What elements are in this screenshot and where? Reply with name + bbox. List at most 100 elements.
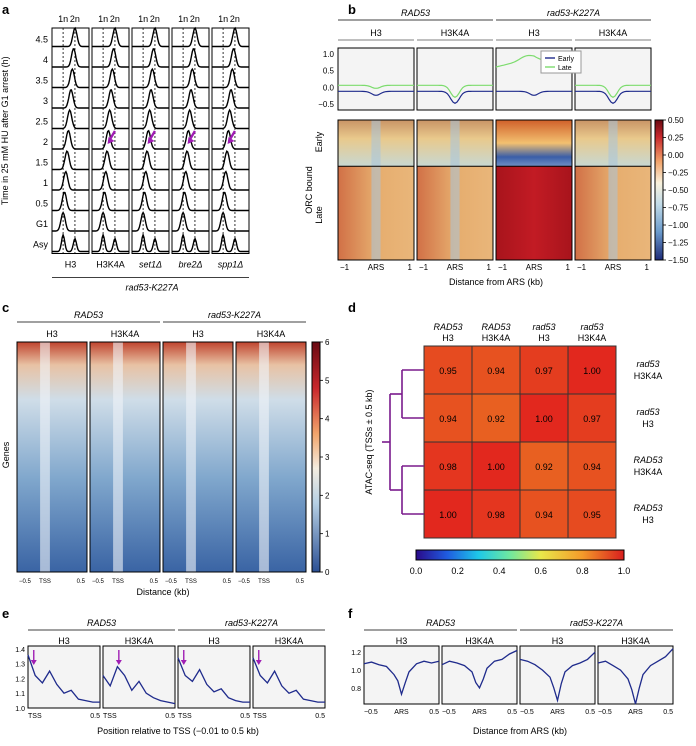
panel-a-ylabel: Time in 25 mM HU after G1 arrest (h): [0, 56, 10, 205]
panel-d-colorbar: [415, 549, 625, 561]
panel-f-ytick: 1.2: [351, 650, 361, 657]
panel-d-colorbar-label: 0.4: [493, 566, 506, 576]
panel-a-1n-label: 1n: [138, 14, 148, 24]
panel-a-histogram-set1Δ-4.5: [132, 26, 169, 48]
panel-f-xtick: −0.5: [442, 709, 456, 716]
panel-c-colorbar-label: 1: [325, 530, 330, 539]
panel-a-histogram-set1Δ-3.5: [132, 67, 169, 89]
panel-b-profile-frame: [337, 47, 415, 111]
panel-a-histogram-spp1Δ-1: [212, 170, 249, 191]
panel-b-colorbar-label: −1.25: [668, 239, 689, 248]
panel-a-histogram-bre2Δ-2.5: [172, 108, 209, 130]
panel-a-histogram-set1Δ-3: [132, 89, 169, 109]
panel-b-heatmap-frame: [495, 119, 573, 261]
panel-a-histogram-spp1Δ-0.5: [212, 191, 249, 212]
panel-f-trace: [519, 651, 596, 703]
panel-e-xlabel: Position relative to TSS (−0.01 to 0.5 k…: [97, 726, 259, 736]
panel-c-tss-band: [113, 342, 123, 572]
panel-b-group-label: RAD53: [401, 8, 430, 18]
panel-c-xtick: −0.5: [238, 579, 251, 585]
panel-b-heatmap-frame: [574, 119, 652, 261]
panel-b-colorbar-label: −1.00: [668, 221, 689, 230]
panel-c-column-label: H3K4A: [257, 329, 286, 339]
panel-b-ytick: −0.5: [318, 100, 334, 109]
panel-d-row-label-top: rad53: [636, 407, 659, 417]
panel-d-colorbar-label: 0.6: [535, 566, 548, 576]
panel-a-column-label: H3K4A: [96, 260, 125, 270]
panel-d-cell: [423, 489, 473, 539]
panel-c-xtick: −0.5: [165, 579, 178, 585]
panel-a-histogram-H3-Asy: [52, 232, 89, 253]
panel-a-arrowhead: [147, 137, 155, 144]
panel-a-histogram-H3-0.5: [52, 191, 89, 212]
panel-f-xtick: −0.5: [598, 709, 612, 716]
panel-a-histogram-H3-4.5: [52, 26, 89, 48]
panel-f-plot-frame: [519, 645, 596, 705]
panel-a-row-label: 4.5: [35, 35, 48, 45]
panel-f-group-label: rad53-K227A: [570, 618, 623, 628]
panel-b-heatmap-ars-band: [450, 120, 460, 260]
panel-c-colorbar-label: 2: [325, 491, 330, 500]
panel-b-group-label: rad53-K227A: [547, 8, 600, 18]
panel-d-cell-label: 0.95: [583, 510, 601, 520]
panel-d-cell: [519, 393, 569, 443]
panel-c-xtick: 0.5: [223, 579, 232, 585]
panel-a-histogram-spp1Δ-1.5: [212, 149, 249, 171]
panel-c-colorbar-label: 0: [325, 568, 330, 577]
panel-c-heatmap-frame: [162, 341, 234, 573]
panel-d-row-label-bottom: H3K4A: [634, 467, 663, 477]
panel-b-xtick: −1: [498, 263, 508, 272]
panel-a-histogram-H3-4: [52, 47, 89, 68]
panel-d-cell: [471, 393, 521, 443]
panel-c-colorbar-label: 6: [325, 338, 330, 347]
panel-d-cell: [519, 345, 569, 395]
panel-c-heatmap: [236, 342, 306, 572]
panel-b-colorbar-label: −0.50: [668, 186, 689, 195]
panel-a-row-label: 2: [43, 137, 48, 147]
panel-a-histogram-spp1Δ-3.5: [212, 67, 249, 89]
panel-f-trace: [597, 648, 674, 705]
panel-a-histogram-bre2Δ-1: [172, 170, 209, 191]
panel-b-colorbar: [654, 119, 664, 261]
panel-b-xlabel: Distance from ARS (kb): [449, 277, 543, 287]
panel-d-row-label-bottom: H3: [642, 515, 654, 525]
panel-d-col-label-top: RAD53: [481, 322, 510, 332]
panel-d-cell: [567, 441, 617, 491]
panel-a-histogram-spp1Δ-G1: [212, 211, 249, 232]
panel-a-histogram-H3K4A-2.5: [92, 108, 129, 130]
panel-d-row-label-top: RAD53: [633, 503, 662, 513]
panel-b-early-trace: [575, 90, 651, 104]
panel-b-colorbar-label: 0.00: [668, 151, 684, 160]
panel-c-heatmap-frame: [16, 341, 88, 573]
panel-d-cell-label: 0.94: [583, 462, 601, 472]
panel-f-xtick: 0.5: [429, 709, 439, 716]
panel-label-c: c: [2, 300, 9, 315]
panel-a-histogram-H3K4A-1: [92, 170, 129, 191]
panel-a-histogram-H3K4A-4: [92, 47, 129, 68]
panel-d-cell-label: 0.97: [535, 366, 553, 376]
panel-e-arrowhead: [255, 660, 262, 665]
panel-e-xtick: 0.5: [315, 713, 325, 720]
panel-d-cell-label: 1.00: [535, 414, 553, 424]
panel-c-colorbar-label: 3: [325, 453, 330, 462]
panel-b-heatmap-late: [496, 166, 572, 260]
panel-b-heatmap-ars-band: [608, 120, 618, 260]
panel-c-colorbar-label: 4: [325, 415, 330, 424]
panel-d-ylabel: ATAC-seq (TSSs ± 0.5 kb): [364, 389, 374, 494]
panel-f-xtick: 0.5: [507, 709, 517, 716]
panel-b-legend-late: Late: [558, 65, 572, 72]
panel-d-cell: [567, 393, 617, 443]
panel-d-colorbar-label: 0.8: [576, 566, 589, 576]
panel-e-column-label: H3: [208, 636, 220, 646]
panel-b-xtick: ARS: [605, 263, 621, 272]
panel-d-colorbar-label: 1.0: [618, 566, 631, 576]
panel-b-xtick: 1: [408, 263, 413, 272]
panel-d-col-label-top: RAD53: [433, 322, 462, 332]
panel-c-xtick: TSS: [112, 579, 124, 585]
panel-d-cell: [567, 345, 617, 395]
panel-b-row-axis-label: ORC bound: [304, 166, 314, 214]
panel-c-tss-band: [186, 342, 196, 572]
panel-b-profile-frame: [574, 47, 652, 111]
panel-e-xtick: 0.5: [90, 713, 100, 720]
panel-d-cell-label: 1.00: [439, 510, 457, 520]
